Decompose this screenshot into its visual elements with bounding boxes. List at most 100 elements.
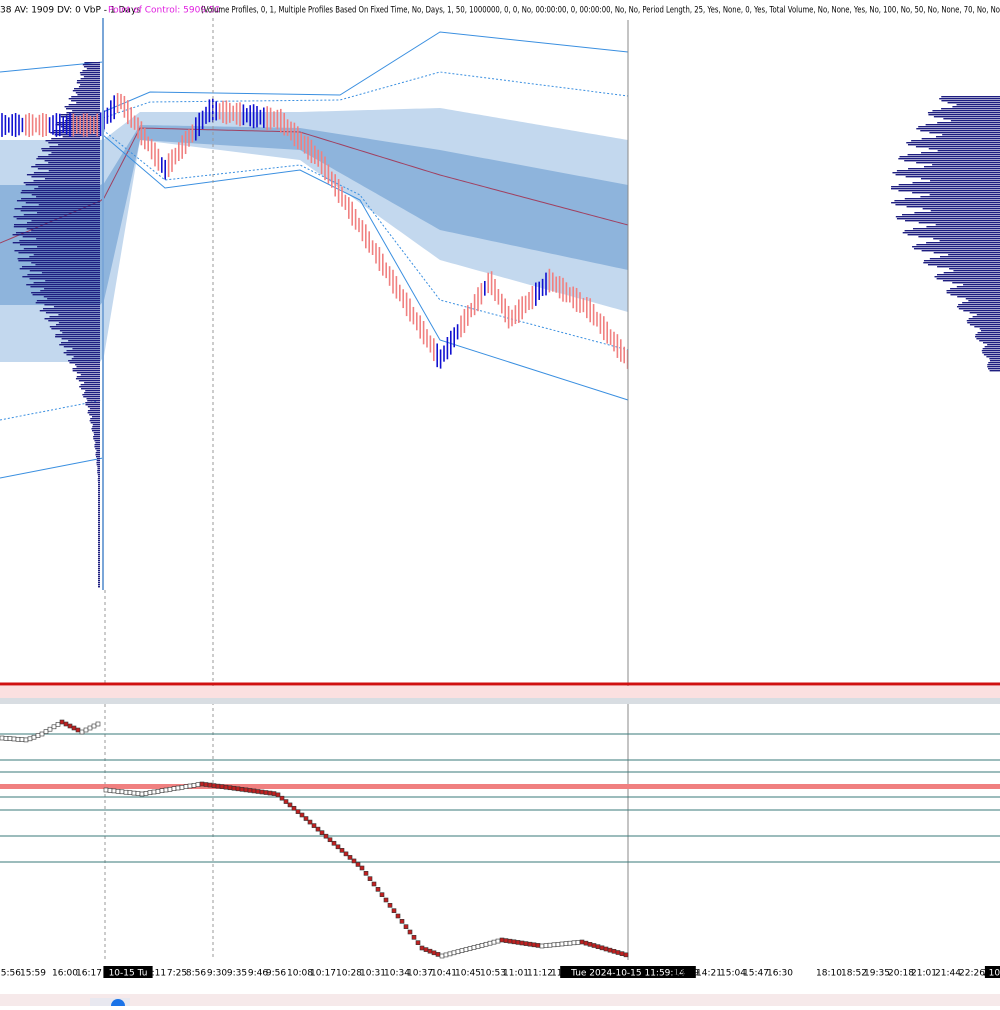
profile-bar xyxy=(94,444,100,446)
step-box xyxy=(219,784,225,789)
profile-bar xyxy=(98,544,100,546)
profile-bar xyxy=(84,382,100,384)
profile-bar xyxy=(44,288,100,290)
profile-bar xyxy=(98,542,100,544)
time-label: 13:39 xyxy=(673,969,699,979)
profile-bar xyxy=(81,388,100,390)
profile-bar xyxy=(36,158,100,160)
profile-bar xyxy=(929,132,1000,134)
profile-bar xyxy=(87,410,100,412)
profile-bar xyxy=(896,218,1000,220)
profile-bar xyxy=(89,420,100,422)
profile-bar xyxy=(72,90,100,92)
profile-bar xyxy=(98,550,100,552)
tab[interactable] xyxy=(90,998,130,1006)
profile-bar xyxy=(98,572,100,574)
profile-bar xyxy=(84,392,100,394)
profile-bar xyxy=(83,66,100,68)
step-box xyxy=(147,790,153,795)
profile-bar xyxy=(19,268,100,270)
profile-bar xyxy=(73,356,100,358)
profile-bar xyxy=(926,242,1000,244)
profile-bar xyxy=(98,502,100,504)
profile-bar xyxy=(27,274,100,276)
step-box xyxy=(355,862,361,867)
profile-bar xyxy=(988,368,1000,370)
profile-bar xyxy=(98,540,100,542)
profile-bar xyxy=(933,116,1000,118)
step-box xyxy=(363,871,369,876)
profile-bar xyxy=(58,322,100,324)
step-box xyxy=(411,935,417,940)
profile-bar xyxy=(44,178,100,180)
profile-bar xyxy=(35,264,100,266)
profile-bar xyxy=(969,324,1000,326)
profile-bar xyxy=(974,326,1000,328)
step-box xyxy=(143,791,149,796)
step-box xyxy=(539,943,545,949)
step-box xyxy=(251,788,257,794)
profile-bar xyxy=(31,262,100,264)
profile-bar xyxy=(96,460,100,462)
profile-bar xyxy=(98,484,100,486)
profile-bar xyxy=(97,474,100,476)
profile-bar xyxy=(946,292,1000,294)
profile-bar xyxy=(16,200,100,202)
step-box xyxy=(183,784,189,789)
profile-bar xyxy=(93,438,100,440)
step-box xyxy=(175,785,181,791)
profile-bar xyxy=(92,426,100,428)
step-box xyxy=(335,844,341,850)
profile-bar xyxy=(36,196,100,198)
profile-bar xyxy=(963,284,1000,286)
profile-bar xyxy=(37,246,100,248)
profile-bar xyxy=(72,368,100,370)
time-label: Tue 2024-10-15 11:59:14 xyxy=(570,969,685,979)
profile-bar xyxy=(85,402,100,404)
profile-bar xyxy=(45,312,100,314)
step-box xyxy=(279,795,285,801)
profile-bar xyxy=(98,580,100,582)
profile-bar xyxy=(967,322,1000,324)
profile-bar xyxy=(51,152,100,154)
step-box xyxy=(223,784,229,790)
step-box xyxy=(423,947,429,952)
profile-bar xyxy=(31,166,100,168)
profile-bar xyxy=(981,330,1000,332)
profile-bar xyxy=(71,96,100,98)
profile-bar xyxy=(975,334,1000,336)
profile-bar xyxy=(935,224,1000,226)
profile-bar xyxy=(94,440,100,442)
profile-bar xyxy=(979,328,1000,330)
profile-bar xyxy=(918,222,1000,224)
profile-bar xyxy=(962,302,1000,304)
profile-bar xyxy=(952,282,1000,284)
profile-bar xyxy=(26,222,100,224)
profile-bar xyxy=(29,270,101,272)
time-label: 11:01 xyxy=(503,969,529,979)
profile-bar xyxy=(969,312,1000,314)
profile-bar xyxy=(95,456,100,458)
band-inner xyxy=(0,125,628,305)
profile-bar xyxy=(921,152,1000,154)
profile-bar xyxy=(75,364,100,366)
profile-bar xyxy=(60,114,100,116)
profile-bar xyxy=(968,318,1000,320)
profile-bar xyxy=(55,334,100,336)
profile-bar xyxy=(76,376,100,378)
step-box xyxy=(599,945,605,951)
profile-bar xyxy=(920,196,1000,198)
profile-bar xyxy=(942,280,1000,282)
profile-bar xyxy=(80,374,100,376)
step-box xyxy=(299,812,305,818)
step-box xyxy=(79,729,85,735)
profile-bar xyxy=(19,244,101,246)
profile-bar xyxy=(63,352,100,354)
time-axis xyxy=(0,962,1000,982)
step-box xyxy=(443,952,449,958)
profile-bar xyxy=(927,112,1000,114)
profile-bar xyxy=(62,332,100,334)
step-box xyxy=(583,940,589,946)
profile-bar xyxy=(38,186,100,188)
step-box xyxy=(75,727,81,733)
